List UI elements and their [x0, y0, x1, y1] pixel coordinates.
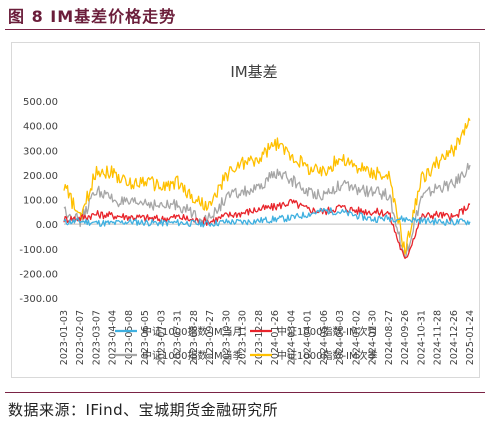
x-tick-label: 2024-10-31	[416, 310, 427, 365]
legend-label: 中证1000指数-IM当季	[142, 349, 243, 362]
series-line-2	[63, 198, 471, 259]
source-note: 数据来源：IFind、宝城期货金融研究所	[8, 401, 279, 419]
line-chart: IM基差 500.00 400.00 300.00 200.00 100.00 0.00 -…	[19, 63, 476, 365]
x-tick-label: 2023-07-03	[156, 310, 167, 365]
x-tick-label: 2023-10-30	[221, 310, 232, 365]
x-tick-label: 2023-02-07	[75, 310, 86, 365]
x-tick-label: 2023-04-04	[108, 310, 119, 365]
x-tick-label: 2023-07-31	[173, 310, 184, 365]
series-lines	[63, 117, 471, 259]
y-tick-label: 0.00	[36, 220, 58, 231]
footer-divider	[5, 392, 485, 393]
y-tick-label: -100.00	[19, 245, 58, 256]
x-tick-label: 2023-01-03	[59, 310, 70, 365]
figure-title: 图 8 IM基差价格走势	[8, 7, 177, 26]
legend-label: 中证1000指数-IM当月	[142, 325, 243, 338]
x-tick-label: 2023-03-07	[91, 310, 102, 365]
y-tick-label: 200.00	[23, 171, 58, 182]
x-tick-label: 2024-06-03	[335, 310, 346, 365]
x-tick-label: 2024-03-04	[286, 310, 297, 365]
y-axis: 500.00 400.00 300.00 200.00 100.00 0.00 -100.0…	[19, 97, 470, 305]
x-tick-label: 2023-06-05	[140, 310, 151, 365]
y-tick-label: 400.00	[23, 122, 58, 133]
series-line-1	[63, 207, 471, 228]
x-axis: 2023-01-03 2023-02-07 2023-03-07 2023-04-04…	[59, 310, 476, 365]
x-tick-label: 2024-01-26	[270, 310, 281, 365]
x-tick-label: 2025-01-24	[465, 310, 476, 365]
x-tick-label: 2024-11-28	[433, 310, 444, 365]
y-tick-label: 300.00	[23, 146, 58, 157]
x-tick-label: 2024-09-26	[400, 310, 411, 365]
x-tick-label: 2024-04-01	[303, 310, 314, 365]
series-line-4	[63, 117, 471, 255]
legend-label: 中证1000指数-IM次季	[277, 349, 378, 362]
x-tick-label: 2024-05-06	[319, 310, 330, 365]
series-line-3	[63, 162, 471, 259]
x-tick-label: 2024-08-27	[384, 310, 395, 365]
x-tick-label: 2023-09-27	[205, 310, 216, 365]
y-tick-label: -200.00	[19, 269, 58, 280]
chart-frame: IM基差 500.00 400.00 300.00 200.00 100.00 0.00 -…	[11, 42, 480, 378]
y-tick-label: 100.00	[23, 196, 58, 207]
x-tick-label: 2024-07-30	[368, 310, 379, 365]
x-tick-label: 2024-12-26	[449, 310, 460, 365]
x-tick-label: 2023-05-08	[124, 310, 135, 365]
title-divider	[5, 29, 485, 30]
chart-title: IM基差	[230, 63, 277, 81]
x-tick-label: 2024-07-02	[351, 310, 362, 365]
y-tick-label: -300.00	[19, 294, 58, 305]
x-tick-label: 2023-08-28	[189, 310, 200, 365]
x-tick-label: 2023-11-30	[238, 310, 249, 365]
legend-label: 中证1000指数-IM次月	[277, 325, 378, 338]
x-tick-label: 2023-12-28	[254, 310, 265, 365]
y-tick-label: 500.00	[23, 97, 58, 108]
